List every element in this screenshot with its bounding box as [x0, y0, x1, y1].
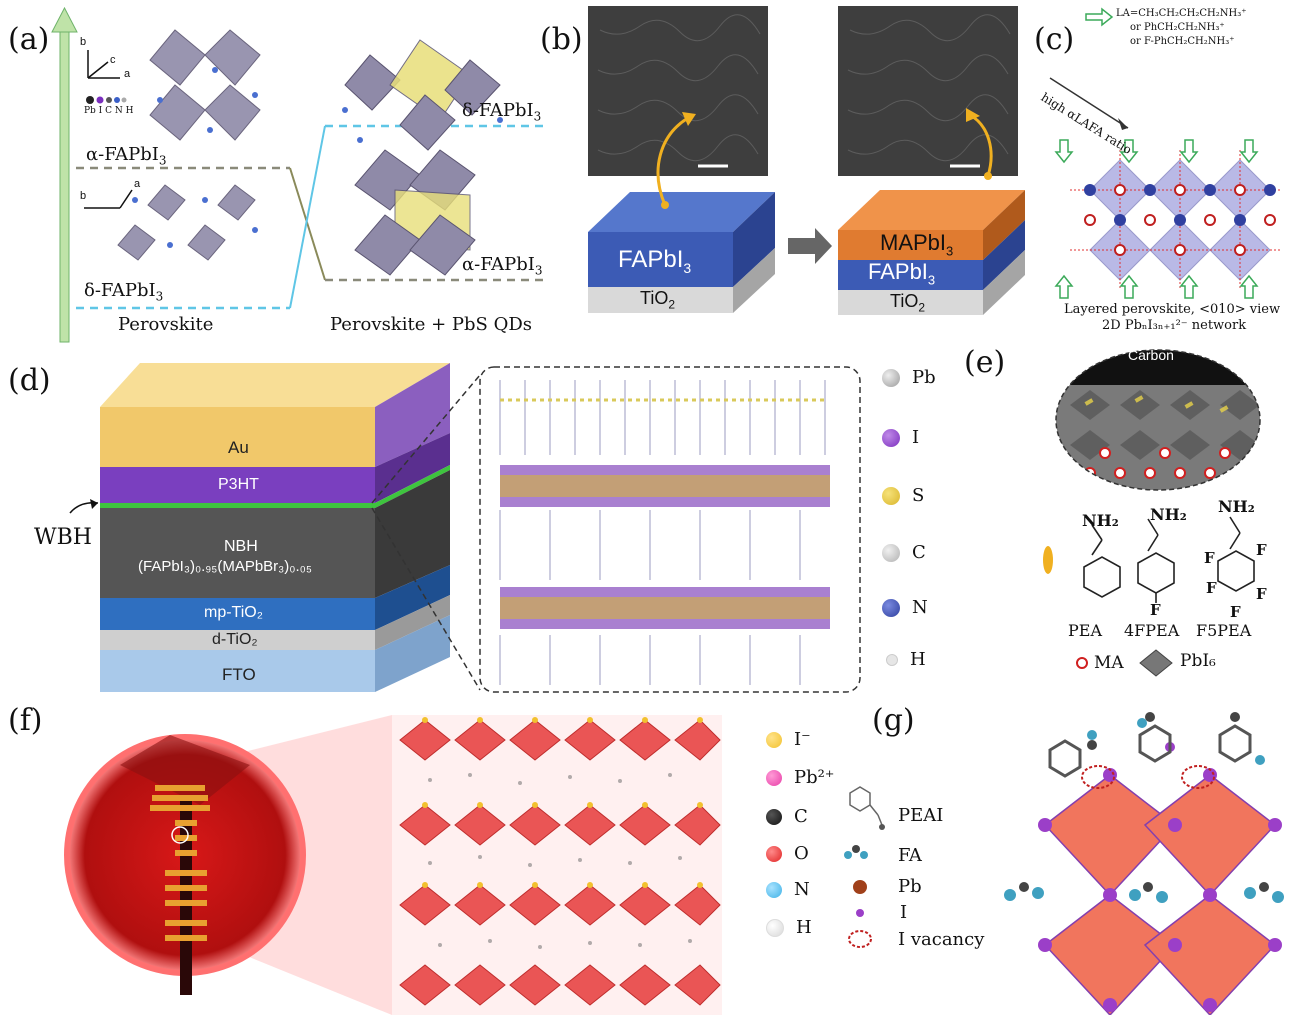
panel-d-graphic [69, 363, 861, 693]
legend-dot-h [886, 653, 898, 666]
legend-i: I [882, 427, 919, 448]
carbon-label: Carbon [1128, 347, 1174, 363]
molecule-f5pea: F5PEA [1196, 621, 1252, 640]
panel-label-g: (g) [872, 703, 915, 738]
legend-dot-i [882, 428, 900, 447]
molecule-4fpea: 4FPEA [1124, 621, 1180, 640]
layer-mapbi3: MAPbI3 [880, 230, 954, 259]
atom-legend-a: Pb I C N H [84, 106, 134, 116]
phase-label-alpha-right: α-FAPbI3 [462, 254, 543, 278]
la-definition-line3: or F-PhCH₂CH₂NH₃⁺ [1130, 36, 1235, 47]
layer-tio2-right: TiO2 [890, 291, 926, 315]
legend-iodide: I⁻ [766, 729, 811, 750]
legend-dot-pb [882, 368, 900, 387]
wbh-label: WBH [34, 525, 92, 550]
legend-dot-oxygen [766, 845, 782, 862]
legend-nitrogen: N [766, 879, 810, 900]
caption-perovskite: Perovskite [118, 314, 214, 335]
layer-p3ht: P3HT [218, 476, 259, 493]
fluorine-f5pea-5: F [1230, 603, 1241, 621]
axis-label-a-mid: a [134, 178, 141, 190]
panel-e-legend-symbols [1076, 649, 1173, 677]
legend-dot-carbon [766, 808, 782, 825]
caption-perovskite-pbs: Perovskite + PbS QDs [330, 314, 532, 335]
panel-e: (e) [960, 345, 1298, 695]
legend-dot-pb2 [766, 769, 782, 786]
panel-label-b: (b) [540, 22, 583, 57]
layer-tio2-left: TiO2 [640, 288, 676, 312]
caption-layered: Layered perovskite, <010> view [1064, 302, 1281, 317]
legend-c: C [882, 542, 926, 563]
legend-s: S [882, 485, 924, 506]
layer-fapbi3-left: FAPbI3 [618, 246, 692, 276]
layer-fto: FTO [222, 665, 256, 684]
phase-label-alpha-left: α-FAPbI3 [86, 144, 167, 168]
legend-pb: Pb [882, 367, 936, 388]
panel-d: (d) [0, 345, 960, 695]
legend-i-g: I [900, 902, 908, 923]
panel-f: (f) [0, 695, 880, 1015]
molecule-pea: PEA [1068, 621, 1102, 640]
panel-label-c: (c) [1034, 22, 1075, 57]
ma-label: MA [1094, 653, 1124, 673]
panel-b: (b) [530, 0, 1040, 345]
panel-a-graphic [51, 6, 545, 343]
panel-label-d: (d) [8, 363, 51, 398]
axis-label-c-top: c [110, 54, 116, 66]
nh2-4fpea: NH₂ [1150, 505, 1187, 524]
panel-label-e: (e) [964, 345, 1006, 380]
panel-label-f: (f) [8, 703, 43, 738]
pbi6-label: PbI₆ [1180, 651, 1216, 671]
layer-d-tio2: d-TiO₂ [212, 631, 258, 648]
axis-label-b-mid: b [80, 190, 87, 202]
la-definition-line2: or PhCH₂CH₂NH₃⁺ [1130, 22, 1225, 33]
panel-a: (a) [0, 0, 560, 345]
panel-label-a: (a) [8, 22, 50, 57]
fluorine-4fpea: F [1150, 601, 1161, 619]
legend-peai: PEAI [898, 805, 944, 826]
legend-n: N [882, 597, 928, 618]
fluorine-f5pea-1: F [1204, 549, 1215, 567]
panel-c-graphic [1049, 7, 1280, 299]
legend-hydrogen: H [766, 917, 812, 938]
panel-b-graphic [588, 6, 1025, 315]
legend-dot-nitrogen [766, 881, 782, 898]
phase-label-delta-right: δ-FAPbI3 [462, 100, 542, 124]
legend-pb2: Pb²⁺ [766, 767, 834, 788]
panel-f-graphic [64, 715, 722, 1015]
legend-dot-iodide [766, 731, 782, 748]
layer-mp-tio2: mp-TiO₂ [204, 604, 263, 621]
layer-au: Au [228, 438, 249, 457]
legend-dot-s [882, 486, 900, 505]
axis-label-b-top: b [80, 36, 87, 48]
legend-carbon: C [766, 806, 808, 827]
legend-dot-c [882, 543, 900, 562]
panel-g: (g) [830, 695, 1298, 1015]
caption-2d-network: 2D PbₙI₃ₙ₊₁²⁻ network [1102, 318, 1247, 333]
panel-e-graphic [1043, 349, 1261, 603]
legend-pb-g: Pb [898, 876, 922, 897]
layer-fapbi3-right: FAPbI3 [868, 259, 936, 288]
legend-h: H [886, 649, 926, 670]
nbh-formula: (FAPbI₃)₀.₉₅(MAPbBr₃)₀.₀₅ [138, 558, 312, 575]
fluorine-f5pea-2: F [1256, 541, 1267, 559]
panel-g-graphic [844, 712, 1284, 1015]
nh2-f5pea: NH₂ [1218, 497, 1255, 516]
layer-nbh: NBH [224, 538, 258, 555]
legend-dot-n [882, 598, 900, 617]
la-definition-line1: LA=CH₃CH₂CH₂CH₂NH₃⁺ [1116, 8, 1247, 19]
axis-label-a-top: a [124, 68, 131, 80]
nh2-pea: NH₂ [1082, 511, 1119, 530]
legend-dot-hydrogen [766, 918, 784, 937]
legend-i-vacancy: I vacancy [898, 929, 985, 950]
fluorine-f5pea-4: F [1256, 585, 1267, 603]
legend-oxygen: O [766, 843, 809, 864]
panel-c: (c) [1030, 0, 1298, 345]
fluorine-f5pea-3: F [1206, 579, 1217, 597]
phase-label-delta-left: δ-FAPbI3 [84, 280, 164, 304]
legend-fa: FA [898, 845, 922, 866]
